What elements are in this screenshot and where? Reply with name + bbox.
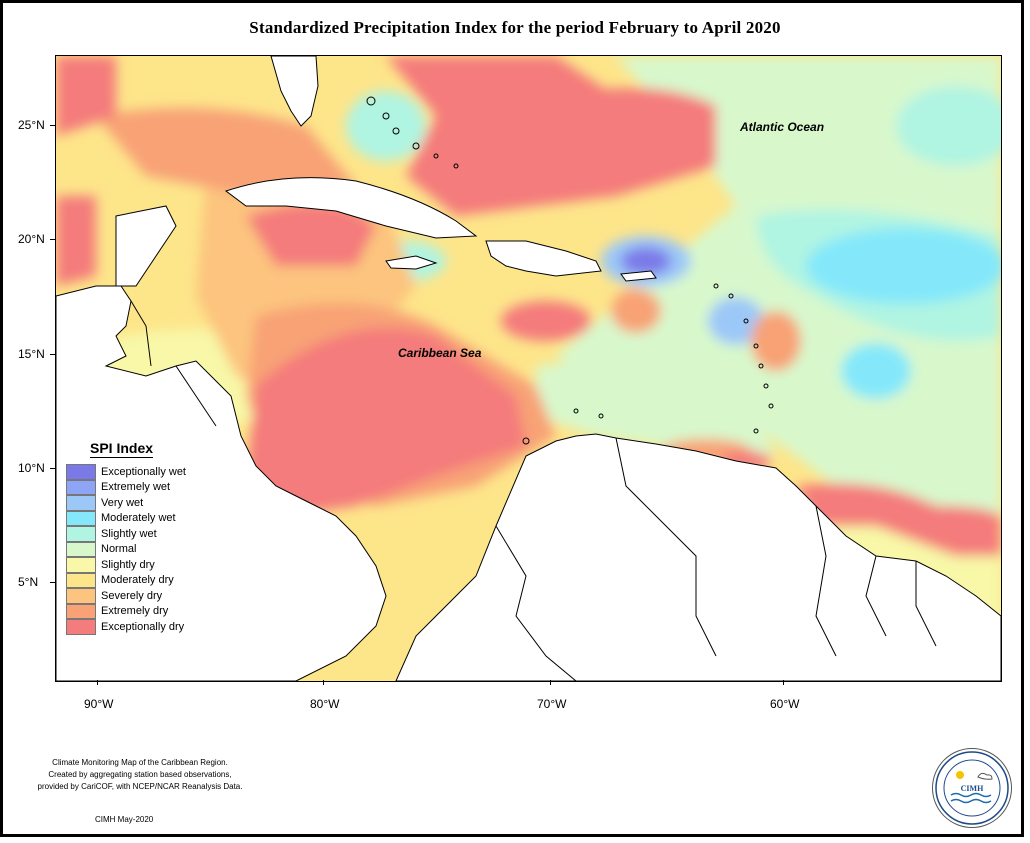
wave-icon <box>950 798 992 804</box>
legend-title: SPI Index <box>90 440 154 458</box>
legend-label: Very wet <box>101 496 144 509</box>
credits-date: CIMH May-2020 <box>95 815 154 824</box>
legend-swatch <box>66 495 96 511</box>
legend-rows: Exceptionally wet Extremely wet Very wet Mo… <box>66 464 206 635</box>
legend-swatch <box>66 603 96 619</box>
legend-swatch <box>66 510 96 526</box>
y-tick-25n: 25°N <box>18 118 45 132</box>
y-tick-15n: 15°N <box>18 347 45 361</box>
logo-text: CIMH <box>961 784 984 793</box>
x-tick-mark <box>783 680 784 685</box>
y-tick-mark <box>50 468 55 469</box>
x-tick-70w: 70°W <box>537 697 567 711</box>
y-tick-10n: 10°N <box>18 461 45 475</box>
legend-item: Slightly wet <box>66 526 206 542</box>
spi-legend: SPI Index Exceptionally wet Extremely wet… <box>66 440 206 635</box>
spi-field <box>56 56 1001 681</box>
y-tick-5n: 5°N <box>18 575 39 589</box>
legend-label: Normal <box>101 543 137 556</box>
spi-map: Atlantic Ocean Caribbean Sea <box>55 55 1002 682</box>
y-tick-mark <box>50 582 55 583</box>
legend-item: Exceptionally wet <box>66 464 206 480</box>
credits-line-1: Climate Monitoring Map of the Caribbean … <box>52 758 228 767</box>
legend-item: Moderately dry <box>66 572 206 588</box>
legend-label: Exceptionally dry <box>101 620 185 633</box>
legend-swatch <box>66 479 96 495</box>
legend-label: Moderately dry <box>101 574 174 587</box>
legend-item: Severely dry <box>66 588 206 604</box>
x-tick-mark <box>97 680 98 685</box>
legend-item: Exceptionally dry <box>66 619 206 635</box>
legend-item: Very wet <box>66 495 206 511</box>
legend-swatch <box>66 557 96 573</box>
cimh-logo-graphic: CIMH <box>935 751 1009 825</box>
credits-line-3: provided by CariCOF, with NCEP/NCAR Rean… <box>37 782 243 791</box>
legend-label: Slightly wet <box>101 527 157 540</box>
legend-label: Moderately wet <box>101 512 176 525</box>
legend-swatch <box>66 541 96 557</box>
sun-icon <box>956 771 964 779</box>
atlantic-ocean-label: Atlantic Ocean <box>740 120 825 134</box>
y-tick-20n: 20°N <box>18 232 45 246</box>
cloud-icon <box>977 772 993 780</box>
legend-swatch <box>66 619 96 635</box>
legend-item: Normal <box>66 541 206 557</box>
legend-label: Slightly dry <box>101 558 155 571</box>
legend-label: Extremely dry <box>101 605 169 618</box>
legend-label: Extremely wet <box>101 481 171 494</box>
legend-item: Slightly dry <box>66 557 206 573</box>
credits-line-2: Created by aggregating station based obs… <box>48 770 232 779</box>
cimh-logo: CIMH <box>932 748 1012 828</box>
legend-label: Severely dry <box>101 589 163 602</box>
legend-label: Exceptionally wet <box>101 465 186 478</box>
y-tick-mark <box>50 239 55 240</box>
legend-swatch <box>66 572 96 588</box>
legend-item: Moderately wet <box>66 510 206 526</box>
legend-swatch <box>66 464 96 480</box>
caribbean-sea-label: Caribbean Sea <box>398 346 482 360</box>
x-tick-60w: 60°W <box>770 697 800 711</box>
y-tick-mark <box>50 354 55 355</box>
x-tick-mark <box>323 680 324 685</box>
legend-item: Extremely dry <box>66 603 206 619</box>
credits: Climate Monitoring Map of the Caribbean … <box>20 757 260 793</box>
x-tick-90w: 90°W <box>84 697 114 711</box>
map-title: Standardized Precipitation Index for the… <box>249 18 781 37</box>
x-tick-80w: 80°W <box>310 697 340 711</box>
legend-item: Extremely wet <box>66 479 206 495</box>
wave-icon <box>950 792 992 798</box>
y-tick-mark <box>50 125 55 126</box>
legend-swatch <box>66 588 96 604</box>
x-tick-mark <box>550 680 551 685</box>
legend-swatch <box>66 526 96 542</box>
